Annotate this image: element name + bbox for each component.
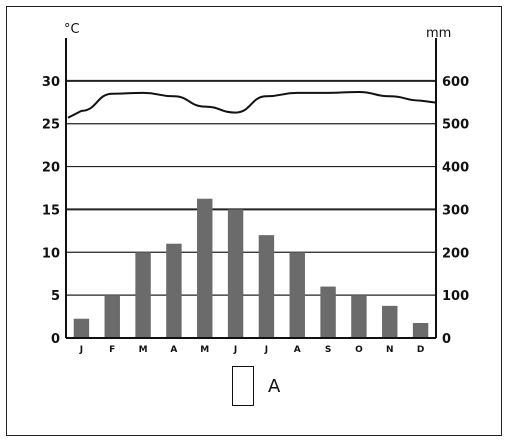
y-axis-left-unit: °C bbox=[64, 22, 80, 37]
precipitation-bar bbox=[197, 198, 213, 338]
y-tick-label-right: 300 bbox=[442, 203, 469, 218]
y-tick-label-right: 400 bbox=[442, 161, 469, 176]
precipitation-bar bbox=[258, 235, 275, 338]
legend-label: A bbox=[268, 375, 281, 397]
chart-frame bbox=[6, 6, 502, 436]
x-tick-label: J bbox=[264, 345, 268, 355]
precipitation-bar bbox=[135, 252, 151, 338]
y-tick-label-left: 30 bbox=[42, 75, 60, 90]
x-tick-label: S bbox=[325, 345, 331, 355]
x-tick-label: M bbox=[139, 345, 148, 355]
y-tick-label-right: 0 bbox=[442, 332, 451, 347]
y-tick-label-left: 10 bbox=[42, 246, 60, 261]
precipitation-bar bbox=[104, 295, 120, 338]
y-tick-label-right: 200 bbox=[442, 246, 469, 261]
grid-layer bbox=[66, 79, 436, 339]
y-tick-label-left: 25 bbox=[42, 118, 60, 133]
y-axis-right-unit: mm bbox=[426, 26, 451, 41]
legend-swatch bbox=[232, 366, 254, 406]
y-tick-label-right: 600 bbox=[442, 75, 469, 90]
x-tick-label: A bbox=[294, 345, 301, 355]
x-tick-label: D bbox=[417, 345, 424, 355]
bars-layer bbox=[73, 198, 429, 338]
y-tick-label-left: 15 bbox=[42, 203, 60, 218]
legend: A bbox=[232, 366, 280, 406]
x-tick-label: M bbox=[200, 345, 209, 355]
precipitation-bar bbox=[412, 323, 429, 338]
y-tick-label-left: 20 bbox=[42, 161, 60, 176]
precipitation-bar bbox=[289, 252, 305, 338]
x-tick-label: A bbox=[170, 345, 177, 355]
y-tick-label-left: 0 bbox=[51, 332, 60, 347]
precipitation-bar bbox=[73, 318, 90, 338]
precipitation-bar bbox=[382, 305, 398, 338]
y-tick-label-right: 100 bbox=[442, 289, 469, 304]
y-tick-label-right: 500 bbox=[442, 118, 469, 133]
precipitation-bar bbox=[227, 209, 244, 338]
x-tick-label: J bbox=[79, 345, 83, 355]
x-tick-label: F bbox=[109, 345, 115, 355]
temperature-line bbox=[67, 90, 437, 119]
x-tick-label: N bbox=[386, 345, 394, 355]
x-tick-label: O bbox=[355, 345, 363, 355]
x-tick-label: J bbox=[233, 345, 237, 355]
precipitation-bar bbox=[351, 295, 367, 338]
y-tick-label-left: 5 bbox=[51, 289, 60, 304]
precipitation-bar bbox=[166, 243, 182, 338]
precipitation-bar bbox=[320, 286, 336, 338]
line-layer bbox=[67, 90, 437, 119]
